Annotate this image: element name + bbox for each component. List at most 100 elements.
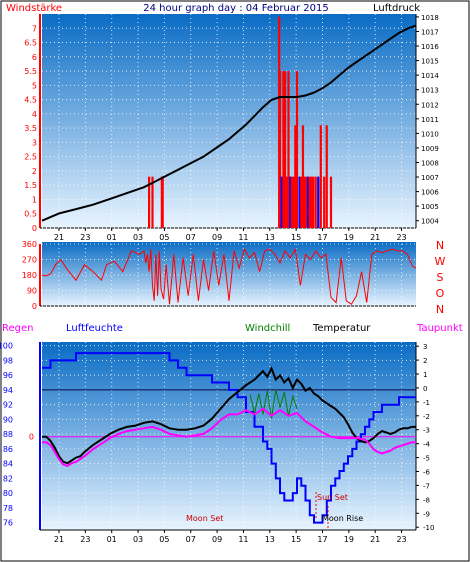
wind-bar <box>329 176 333 228</box>
wind-bar <box>280 176 283 228</box>
humidity-line <box>42 352 416 524</box>
rain-axis-tick-label: 0 <box>29 433 34 442</box>
wind-bar <box>312 176 315 228</box>
temperature-label: Temperatur <box>312 323 371 334</box>
pressure-axis-tick-label: 1009 <box>421 145 439 153</box>
wind-pressure-x-tick-label: 11 <box>238 233 248 242</box>
humidity-axis-tick-label: 84 <box>3 460 13 469</box>
wind-bar <box>287 71 290 228</box>
temperature-axis-tick-label: -7 <box>423 482 430 490</box>
wind-bar <box>148 176 151 228</box>
wind-axis-tick-label: 3.5 <box>24 124 37 133</box>
humidity-x-tick-label: 01 <box>107 535 117 544</box>
wind-pressure-x-tick-label: 15 <box>291 233 301 242</box>
wind-axis-tick-label: 6 <box>32 53 37 62</box>
humidity-axis-tick-label: 80 <box>3 489 13 498</box>
wind-axis-tick-label: 5 <box>32 81 37 90</box>
wind-direction-line <box>41 247 417 306</box>
humidity-x-tick-label: 13 <box>265 535 275 544</box>
wind-direction-axes: 0 90 180 270 360 <box>22 240 416 311</box>
wind-direction-plot-area <box>42 242 416 306</box>
temperature-axis-tick-label: -8 <box>423 496 430 504</box>
temperature-axis-tick-label: 1 <box>423 371 427 379</box>
pressure-axis-tick-label: 1007 <box>421 174 439 182</box>
pressure-axis-tick-label: 1013 <box>421 87 439 95</box>
direction-axis-tick-label: 360 <box>22 240 37 249</box>
humidity-x-tick-label: 17 <box>317 535 327 544</box>
wind-pressure-x-tick-label: 03 <box>133 233 143 242</box>
wind-pressure-x-tick-label: 23 <box>396 233 406 242</box>
humidity-x-tick-label: 05 <box>159 535 169 544</box>
humidity-x-tick-label: 11 <box>238 535 248 544</box>
humidity-axis-tick-label: 94 <box>3 386 13 395</box>
wind-bar <box>301 125 305 228</box>
compass-o: O <box>436 287 445 300</box>
wind-axis-tick-label: 5.5 <box>24 67 37 76</box>
humidity-axis-tick-label: 90 <box>3 415 13 424</box>
compass-n-bottom: N <box>436 303 444 316</box>
temperature-axis-tick-label: 0 <box>423 385 427 393</box>
humidity-x-tick-label: 23 <box>396 535 406 544</box>
wind-axis-tick-label: 7 <box>32 24 37 33</box>
wind-pressure-x-tick-label: 21 <box>370 233 380 242</box>
pressure-title: Luftdruck <box>373 3 420 14</box>
wind-bar <box>323 176 326 228</box>
wind-bar <box>292 176 295 228</box>
humidity-x-tick-label: 21 <box>370 535 380 544</box>
wind-axis-tick-label: 0 <box>32 224 37 233</box>
wind-axis-tick-label: 1 <box>32 195 37 204</box>
wind-bar <box>282 71 285 228</box>
pressure-axis-tick-label: 1018 <box>421 14 439 22</box>
temperature-axis-tick-label: -3 <box>423 427 430 435</box>
wind-bar <box>285 176 288 228</box>
wind-pressure-x-tick-label: 21 <box>54 233 64 242</box>
pressure-axis-tick-label: 1017 <box>421 28 439 36</box>
wind-bar <box>161 176 164 228</box>
windchill-label: Windchill <box>245 323 290 334</box>
pressure-axis-tick-label: 1011 <box>421 116 439 124</box>
pressure-axis-tick-label: 1008 <box>421 159 439 167</box>
pressure-axis-tick-label: 1005 <box>421 203 439 211</box>
pressure-axis-tick-label: 1012 <box>421 101 439 109</box>
temperature-axis-tick-label: -4 <box>423 441 431 449</box>
wind-axis-tick-label: 4 <box>32 110 37 119</box>
humidity-axis-tick-label: 98 <box>3 356 13 365</box>
wind-bar <box>319 125 322 228</box>
wind-bar <box>325 125 328 228</box>
wind-bar <box>310 176 313 228</box>
compass-n-top: N <box>436 239 444 252</box>
direction-axis-tick-label: 90 <box>27 287 37 296</box>
wind-axis-tick-label: 3 <box>32 138 37 147</box>
wind-pressure-x-tick-label: 09 <box>212 233 222 242</box>
wind-bar <box>308 176 311 228</box>
temperature-axis-tick-label: -9 <box>423 510 430 518</box>
humidity-axis-tick-label: 88 <box>3 430 13 439</box>
moon-rise-annotation: Moon Rise <box>322 514 363 523</box>
wind-bar <box>298 176 301 228</box>
compass-w: W <box>435 255 446 268</box>
wind-bar <box>284 71 287 228</box>
pressure-axis-tick-label: 1010 <box>421 130 439 138</box>
wind-bar <box>306 176 310 228</box>
temperature-axis-tick-label: -5 <box>423 455 430 463</box>
pressure-line <box>41 24 417 222</box>
humidity-axis-tick-label: 92 <box>3 401 13 410</box>
humidity-temperature-marks <box>42 352 416 524</box>
direction-axis-tick-label: 180 <box>22 271 37 280</box>
wind-bar <box>278 71 282 228</box>
wind-bar <box>290 176 293 228</box>
humidity-x-tick-label: 19 <box>344 535 354 544</box>
humidity-axis-tick-label: 76 <box>3 519 13 528</box>
wind-pressure-x-tick-label: 17 <box>317 233 327 242</box>
humidity-axis-tick-label: 100 <box>0 342 13 351</box>
wind-bar <box>317 176 320 228</box>
temperature-axis-tick-label: -2 <box>423 413 430 421</box>
pressure-axis-tick-label: 1004 <box>421 218 439 226</box>
wind-pressure-x-tick-label: 01 <box>107 233 117 242</box>
humidity-x-tick-label: 15 <box>291 535 301 544</box>
humidity-axis-tick-label: 86 <box>3 445 13 454</box>
wind-pressure-marks <box>41 16 417 228</box>
wind-bar <box>295 71 299 228</box>
sun-set-annotation: Sun Set <box>317 493 348 502</box>
wind-direction-marks <box>41 247 417 306</box>
